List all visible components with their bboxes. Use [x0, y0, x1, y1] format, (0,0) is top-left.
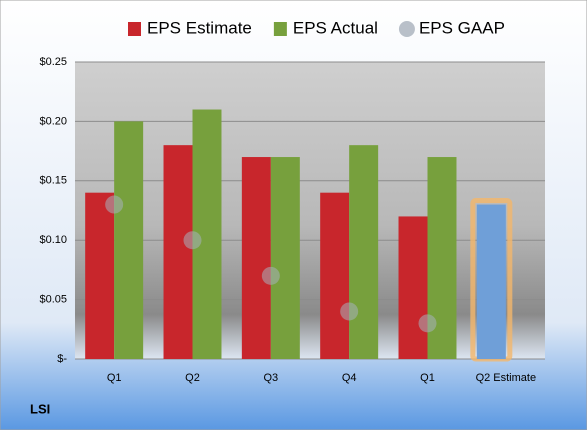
- y-tick-label: $0.20: [39, 115, 67, 127]
- y-tick-label: $0.10: [39, 234, 67, 246]
- bar: [241, 157, 271, 359]
- gaap-dot: [418, 314, 437, 333]
- bar: [476, 204, 506, 359]
- gaap-dot: [261, 266, 280, 285]
- x-tick-label: Q2 Estimate: [476, 372, 537, 384]
- legend-marker: [398, 21, 415, 37]
- bar: [320, 192, 350, 359]
- x-tick-label: Q2: [185, 372, 200, 384]
- x-tick-label: Q4: [342, 372, 357, 384]
- legend-marker: [273, 22, 287, 36]
- bar: [114, 121, 144, 360]
- y-tick-label: $-: [57, 353, 67, 365]
- bar: [398, 216, 428, 359]
- bar: [85, 192, 115, 359]
- x-tick-label: Q3: [263, 372, 278, 384]
- y-tick-label: $0.05: [39, 294, 67, 306]
- gaap-dot: [340, 302, 359, 321]
- x-tick-label: Q1: [107, 372, 122, 384]
- legend-label: EPS GAAP: [419, 18, 505, 37]
- legend-marker: [128, 22, 141, 36]
- y-tick-label: $0.15: [39, 175, 67, 187]
- legend-label: EPS Estimate: [147, 18, 252, 37]
- bar: [163, 145, 193, 359]
- x-tick-label: Q1: [420, 372, 435, 384]
- chart-title: LSI: [30, 401, 50, 416]
- gaap-dot: [105, 195, 124, 214]
- plot-area: [75, 62, 545, 359]
- gaap-dot: [183, 231, 202, 250]
- bar: [349, 145, 379, 359]
- legend-label: EPS Actual: [293, 18, 378, 37]
- bar: [270, 157, 300, 359]
- y-tick-label: $0.25: [39, 56, 67, 68]
